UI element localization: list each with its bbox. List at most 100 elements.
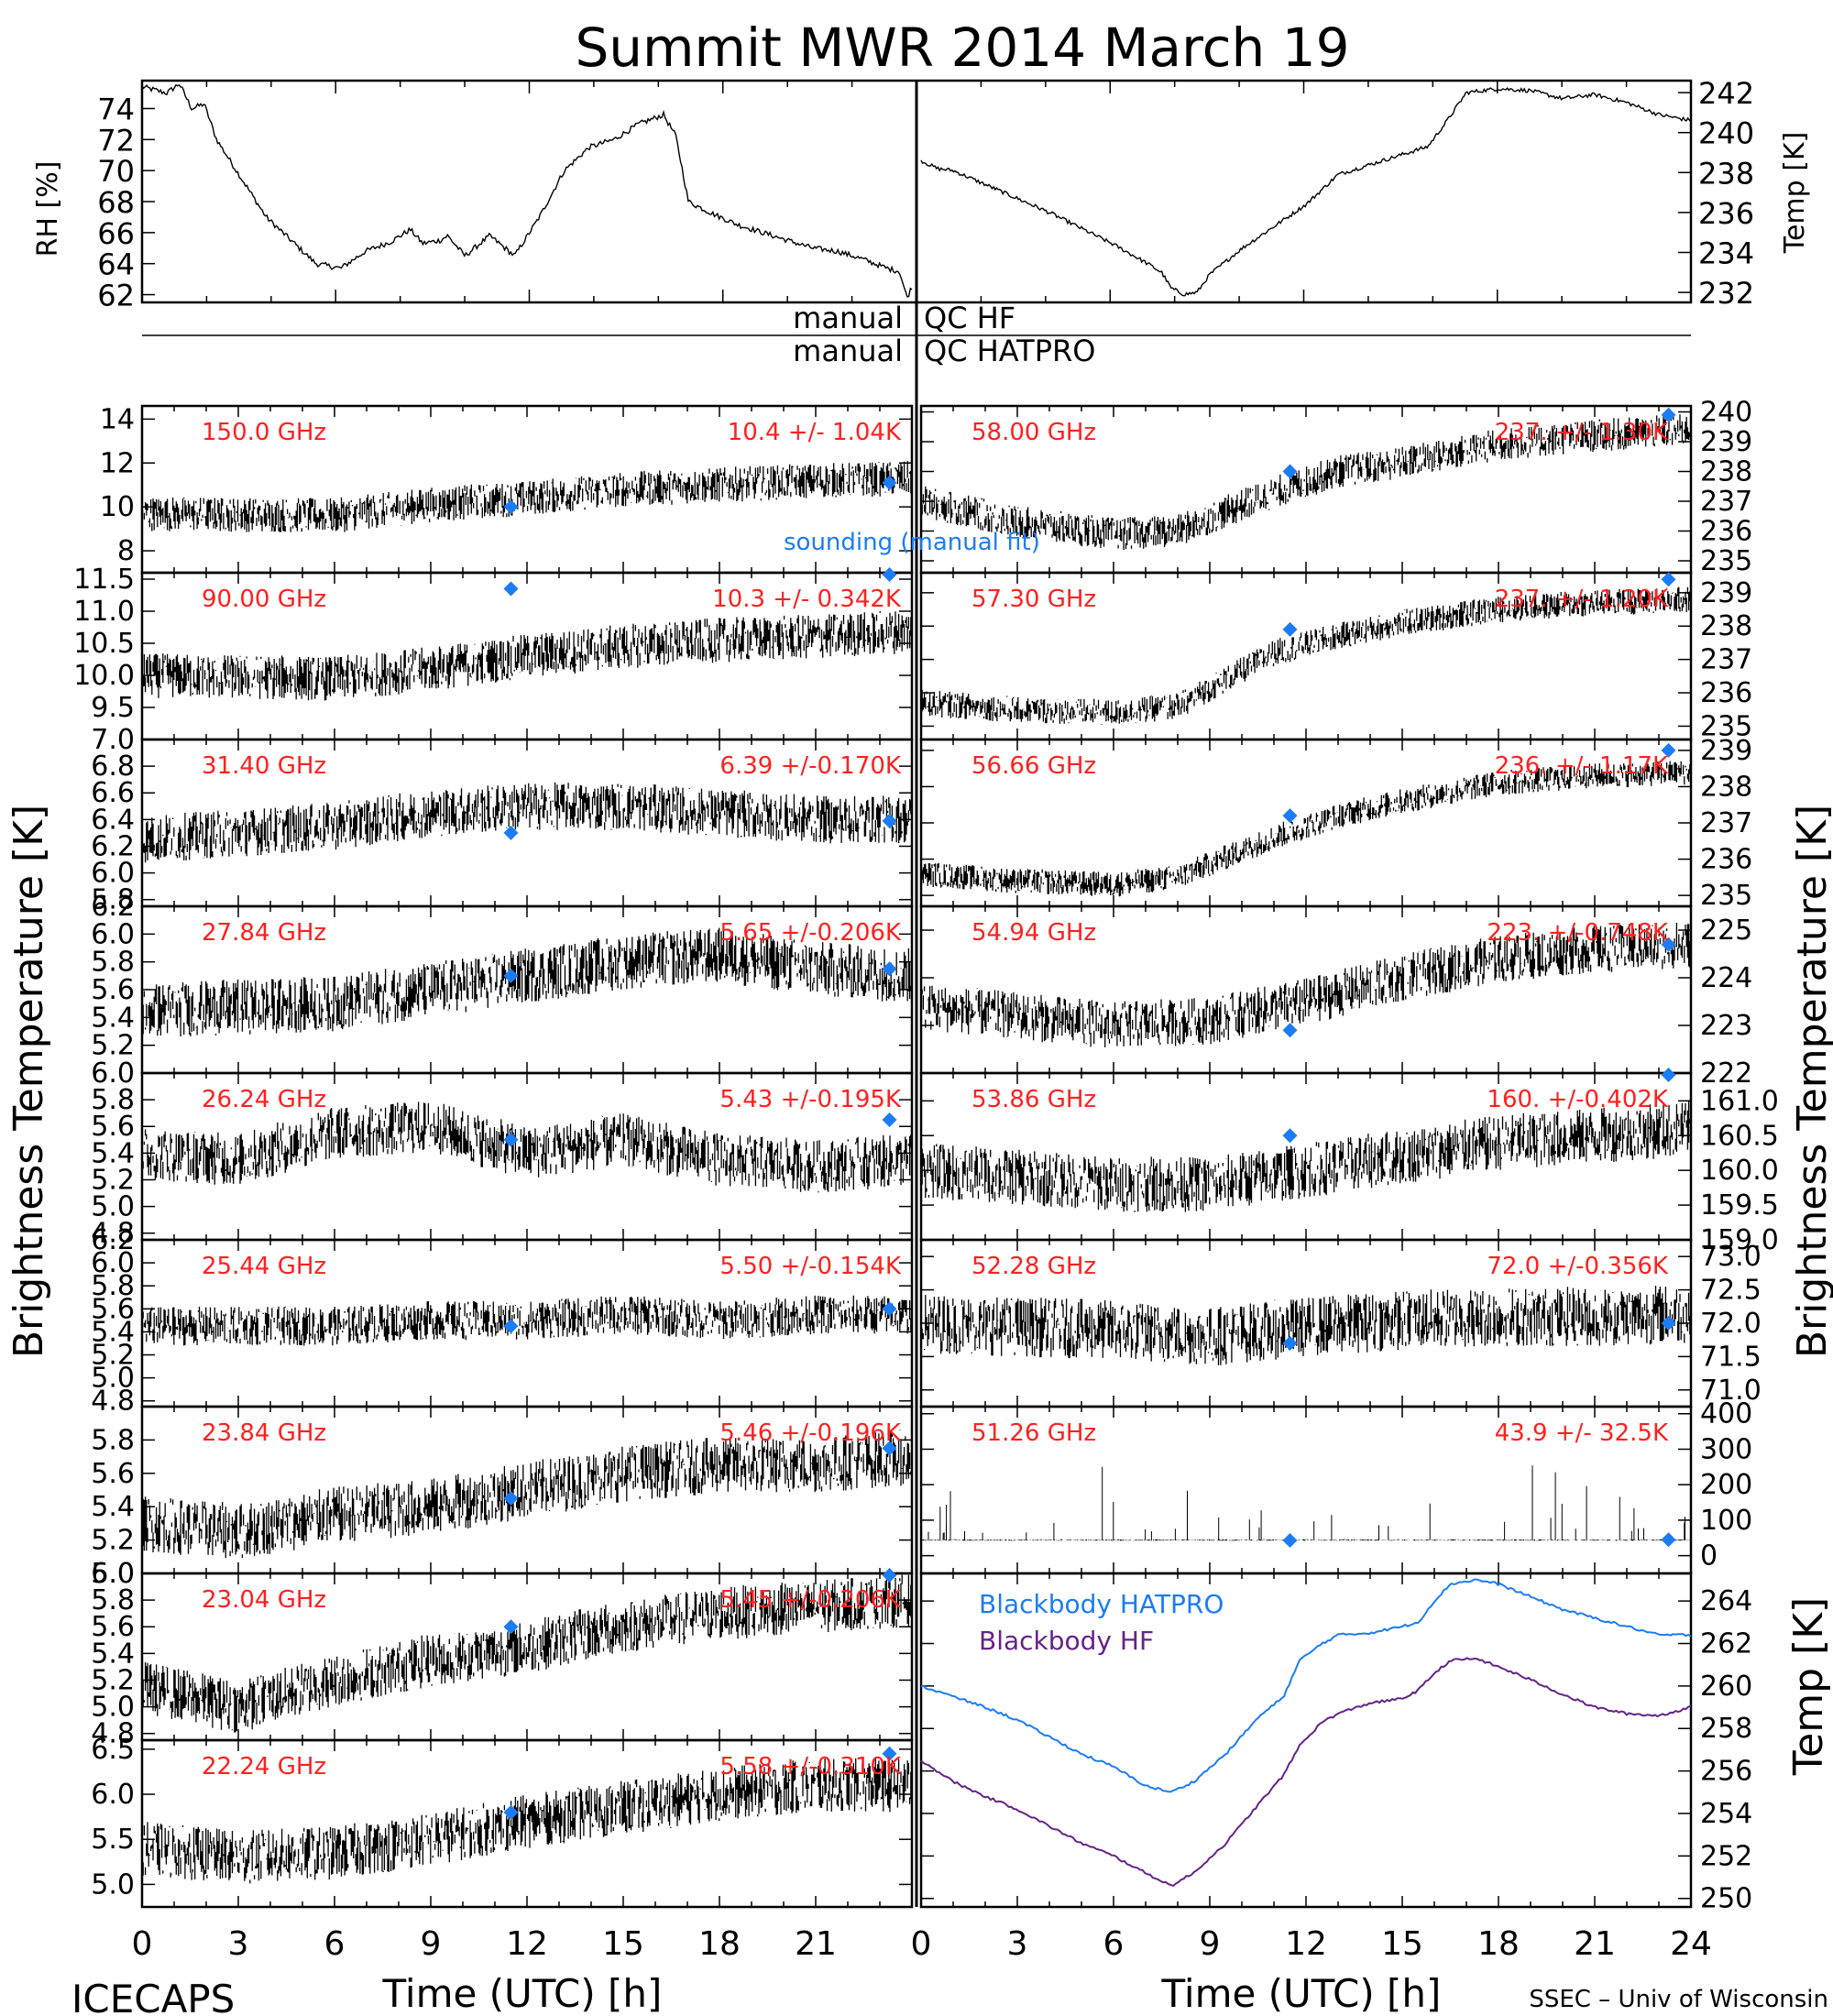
data-trace xyxy=(920,1101,1692,1212)
sounding-marker xyxy=(503,1491,519,1507)
y-tick-label: 6.0 xyxy=(91,918,135,950)
channel-stats: 5.58 +/-0.310K xyxy=(719,1753,902,1780)
y-tick-label: 70 xyxy=(97,154,135,189)
channel-stats: 10.4 +/- 1.04K xyxy=(728,419,902,446)
y-tick-label: 200 xyxy=(1700,1469,1752,1501)
y-tick-label: 6.0 xyxy=(91,1558,135,1590)
y-tick-label: 239 xyxy=(1700,735,1752,767)
tb-left-y-axis: 4.85.05.25.45.65.86.0 xyxy=(91,1558,912,1750)
y-tick-label: 238 xyxy=(1698,156,1754,191)
channel-stats: 5.43 +/-0.195K xyxy=(719,1086,902,1113)
xlabel-left: Time (UTC) [h] xyxy=(382,1971,663,2016)
channel-stats: 236. +/- 1.17K xyxy=(1495,752,1669,780)
tb-left-y-axis: 9.510.010.511.011.5 xyxy=(73,564,912,724)
tb-left-trace xyxy=(141,927,913,1036)
x-tick-label-right: 3 xyxy=(1007,1925,1028,1963)
spike-trace xyxy=(927,1465,1685,1540)
y-tick-label: 5.0 xyxy=(91,1363,135,1395)
y-tick-label: 239 xyxy=(1700,426,1752,458)
y-tick-label: 5.2 xyxy=(91,1340,135,1372)
y-tick-label: 5.2 xyxy=(91,1164,135,1196)
tb-left-y-axis: 4.85.05.25.45.65.86.06.2 xyxy=(91,1224,912,1418)
y-tick-label: 238 xyxy=(1700,610,1752,642)
y-tick-label: 235 xyxy=(1700,710,1752,742)
tb-left-y-axis: 5.25.45.65.86.06.2 xyxy=(91,891,912,1062)
channel-stats: 223. +/-0.748K xyxy=(1487,919,1669,947)
x-tick-label-right: 24 xyxy=(1670,1925,1712,1963)
y-tick-label: 250 xyxy=(1700,1883,1752,1915)
channel-frequency: 31.40 GHz xyxy=(202,752,326,780)
tb-left-trace xyxy=(141,461,913,532)
y-tick-label: 72.5 xyxy=(1700,1275,1762,1307)
y-tick-label: 72.0 xyxy=(1700,1308,1762,1340)
y-tick-label: 10 xyxy=(100,491,135,523)
channel-frequency: 51.26 GHz xyxy=(971,1419,1096,1447)
sounding-marker xyxy=(1661,407,1676,422)
y-tick-label: 6.2 xyxy=(91,1224,135,1256)
tb-right-trace xyxy=(920,923,1692,1047)
y-tick-label: 11.5 xyxy=(73,564,135,596)
y-tick-label: 236 xyxy=(1700,516,1752,548)
y-tick-label: 5.6 xyxy=(91,1293,135,1325)
x-tick-label-right: 18 xyxy=(1477,1925,1520,1963)
channel-frequency: 58.00 GHz xyxy=(971,419,1096,446)
tb-left-y-axis: 5.05.25.45.65.8 xyxy=(91,1424,912,1590)
tb-left-x-ticks xyxy=(141,906,913,1073)
legend-bb-hf: Blackbody HF xyxy=(979,1626,1154,1656)
channel-stats: 237. +/- 1.20K xyxy=(1495,586,1669,613)
y-tick-label: 7.0 xyxy=(91,724,135,756)
y-tick-label: 6.2 xyxy=(91,830,135,862)
tb-left-y-axis: 5.86.06.26.46.66.87.0 xyxy=(91,724,912,916)
y-tick-label: 6.8 xyxy=(91,751,135,783)
footer-icecaps: ICECAPS xyxy=(71,1977,235,2016)
data-trace xyxy=(141,611,913,701)
x-tick-label-left: 3 xyxy=(228,1925,249,1963)
legend-bb-hatpro: Blackbody HATPRO xyxy=(979,1589,1224,1619)
channel-frequency: 22.24 GHz xyxy=(202,1753,326,1780)
tb-left-ylabel: Brightness Temperature [K] xyxy=(5,805,52,1358)
sounding-marker xyxy=(1661,1532,1676,1548)
y-tick-label: 5.6 xyxy=(91,1458,135,1490)
tb-left-x-ticks xyxy=(141,1240,913,1407)
tb-right-x-ticks xyxy=(920,1240,1692,1407)
tb-left-x-ticks xyxy=(141,1407,913,1573)
data-trace xyxy=(920,1284,1692,1365)
tb-left-trace xyxy=(141,567,913,701)
x-tick-label-left: 12 xyxy=(506,1925,548,1963)
y-tick-label: 5.6 xyxy=(91,1611,135,1643)
x-tick-label-right: 21 xyxy=(1574,1925,1616,1963)
y-tick-label: 66 xyxy=(97,216,135,251)
data-trace xyxy=(920,586,1692,725)
sounding-marker xyxy=(1282,464,1298,479)
y-tick-label: 6.0 xyxy=(91,858,135,890)
temp-line xyxy=(920,87,1692,297)
y-tick-label: 11.0 xyxy=(73,596,135,628)
tb-left-trace xyxy=(141,782,913,863)
qc-hatpro-label: QC HATPRO xyxy=(924,334,1095,368)
y-tick-label: 237 xyxy=(1700,807,1752,839)
sounding-marker xyxy=(503,1804,519,1820)
y-tick-label: 5.8 xyxy=(91,1270,135,1302)
y-tick-label: 68 xyxy=(97,185,135,220)
data-trace xyxy=(141,1429,913,1559)
qc-hf-manual: manual xyxy=(793,301,903,335)
sounding-marker xyxy=(882,1112,897,1127)
y-tick-label: 159.5 xyxy=(1700,1189,1779,1222)
y-tick-label: 235 xyxy=(1700,880,1752,912)
y-tick-label: 5.5 xyxy=(91,1824,135,1856)
temp-ylabel: Temp [K] xyxy=(1779,132,1811,255)
channel-frequency: 23.04 GHz xyxy=(202,1586,326,1614)
bb-temp-ylabel: Temp [K] xyxy=(1785,1597,1832,1776)
y-tick-label: 6.6 xyxy=(91,777,135,809)
chart-title: Summit MWR 2014 March 19 xyxy=(575,16,1349,79)
tb-right-trace xyxy=(920,1068,1692,1212)
tb-right-y-axis: 222 223 224 225 xyxy=(921,915,1752,1090)
channel-stats: 160. +/-0.402K xyxy=(1487,1086,1669,1113)
y-tick-label: 73.0 xyxy=(1700,1241,1762,1273)
bb-panel-frame xyxy=(919,1572,1693,1909)
data-trace xyxy=(141,1758,913,1884)
x-tick-label-right: 12 xyxy=(1285,1925,1327,1963)
